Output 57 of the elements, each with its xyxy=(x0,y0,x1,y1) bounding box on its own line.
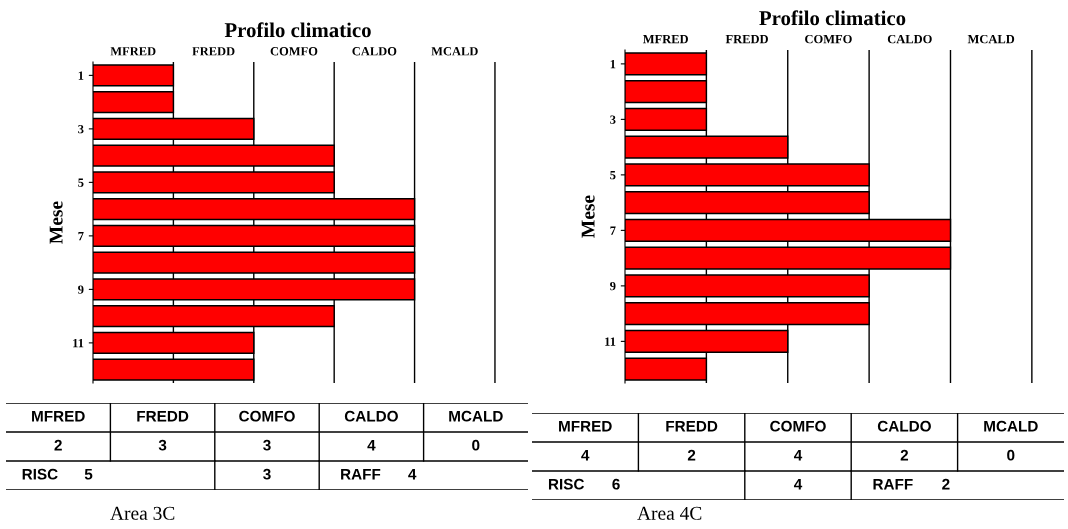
y-tick-label: 11 xyxy=(605,337,616,346)
y-axis-title: Mese xyxy=(49,201,63,244)
y-tick-label: 5 xyxy=(610,171,616,180)
text: 3 xyxy=(263,439,271,451)
text: FREDD xyxy=(192,47,235,56)
text: 4 xyxy=(408,468,417,480)
text: RISC xyxy=(548,478,585,490)
text: Area 3C xyxy=(110,506,175,520)
text: MCALD xyxy=(431,47,478,56)
text: MCALD xyxy=(967,34,1015,44)
text: COMFO xyxy=(239,410,295,422)
text: CALDO xyxy=(352,47,397,56)
y-tick-label: 3 xyxy=(78,124,84,134)
y-tick-label: 3 xyxy=(610,115,616,124)
text: 6 xyxy=(612,478,620,490)
text: MCALD xyxy=(449,410,503,422)
text: 0 xyxy=(1007,449,1015,461)
text: 4 xyxy=(793,449,803,461)
y-tick-label: 7 xyxy=(78,232,84,241)
y-tick-label: 9 xyxy=(610,281,616,291)
text: MCALD xyxy=(984,420,1038,432)
text: Area 4C xyxy=(637,506,702,520)
text: COMFO xyxy=(805,34,852,44)
text: RAFF xyxy=(341,468,381,480)
text: 4 xyxy=(367,439,376,451)
text: MFRED xyxy=(110,47,156,56)
y-axis-title: Mese xyxy=(581,195,595,238)
text: 0 xyxy=(472,439,480,451)
y-tick-label: 11 xyxy=(73,338,84,348)
text: COMFO xyxy=(270,47,318,56)
text: MFRED xyxy=(32,410,85,422)
text: 4 xyxy=(793,478,803,490)
y-tick-label: 7 xyxy=(610,226,616,235)
chart-title: Profilo climatico xyxy=(224,22,371,38)
text: CALDO xyxy=(877,420,931,432)
text: 3 xyxy=(263,468,271,480)
text: FREDD xyxy=(137,410,189,422)
text: FREDD xyxy=(725,34,768,44)
text: 2 xyxy=(54,439,62,451)
chart-title: Profilo climatico xyxy=(759,10,906,26)
y-tick-label: 9 xyxy=(78,285,84,294)
text: 2 xyxy=(900,449,909,461)
text: RAFF xyxy=(873,478,913,490)
text: MFRED xyxy=(642,34,688,44)
text: 2 xyxy=(687,449,696,461)
text: MFRED xyxy=(559,420,612,432)
text: 3 xyxy=(158,439,167,451)
text: CALDO xyxy=(344,410,398,422)
text: RISC xyxy=(22,468,58,480)
text: FREDD xyxy=(666,420,718,432)
y-tick-label: 1 xyxy=(610,59,616,69)
text: 4 xyxy=(581,449,590,461)
text: CALDO xyxy=(887,34,932,44)
text: 2 xyxy=(942,478,950,490)
y-tick-label: 5 xyxy=(78,178,84,187)
text: COMFO xyxy=(770,420,826,432)
y-tick-label: 1 xyxy=(78,71,84,80)
